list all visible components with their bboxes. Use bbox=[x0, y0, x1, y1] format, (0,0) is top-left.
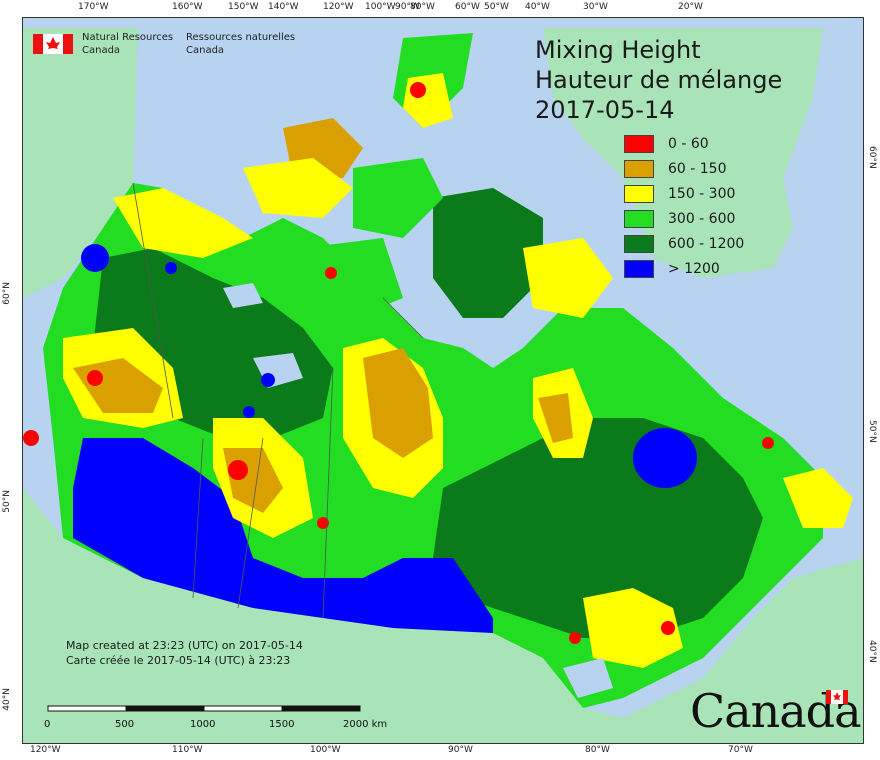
zone-orange-labrador bbox=[538, 393, 573, 443]
zone-orange-hudson bbox=[363, 348, 433, 458]
arctic-island bbox=[523, 238, 613, 318]
lake bbox=[563, 658, 613, 698]
map-date: 2017-05-14 bbox=[535, 96, 675, 124]
map-title-en: Mixing Height bbox=[535, 36, 701, 64]
zone-yellow-southeast bbox=[583, 588, 683, 668]
graticule-top-label: 140°W bbox=[268, 2, 299, 12]
scale-label: 1000 bbox=[190, 719, 216, 730]
graticule-top-label: 30°W bbox=[583, 2, 608, 12]
graticule-top-label: 40°W bbox=[525, 2, 550, 12]
graticule-top-label: 20°W bbox=[678, 2, 703, 12]
arctic-island bbox=[303, 238, 403, 318]
legend-item: 600 - 1200 bbox=[624, 234, 744, 254]
map-canvas bbox=[23, 28, 863, 743]
agency-name-fr: Ressources naturelles Canada bbox=[186, 31, 295, 57]
graticule-left-label: 60°N bbox=[2, 282, 12, 305]
usa-land bbox=[23, 488, 863, 743]
zone-yellow-arctic bbox=[113, 188, 253, 258]
hotspot-blue bbox=[261, 373, 275, 387]
province-border bbox=[132, 182, 424, 619]
zone-darkgreen-arctic bbox=[433, 188, 543, 318]
graticule-top-label: 160°W bbox=[172, 2, 203, 12]
hotspot-blue bbox=[243, 406, 255, 418]
graticule-top-label: 90°W bbox=[395, 2, 420, 12]
lake bbox=[223, 283, 263, 308]
agency-name-en: Natural Resources Canada bbox=[82, 31, 173, 57]
graticule-bottom-label: 90°W bbox=[448, 745, 473, 755]
hotspot-red bbox=[23, 430, 39, 446]
legend-item: 0 - 60 bbox=[624, 134, 709, 154]
legend-item: 150 - 300 bbox=[624, 184, 735, 204]
hotspot-red bbox=[228, 460, 248, 480]
graticule-top-label: 60°W bbox=[455, 2, 480, 12]
legend-item: 300 - 600 bbox=[624, 209, 735, 229]
hotspot-red bbox=[661, 621, 675, 635]
hotspot-red bbox=[762, 437, 774, 449]
legend-label: 600 - 1200 bbox=[668, 236, 745, 252]
hotspot-blue bbox=[165, 262, 177, 274]
agency-fr-line1: Ressources naturelles bbox=[186, 32, 296, 43]
legend-label: 300 - 600 bbox=[668, 211, 736, 227]
legend-swatch bbox=[624, 260, 654, 278]
scale-bar bbox=[47, 705, 361, 712]
agency-en-line1: Natural Resources bbox=[82, 32, 174, 43]
legend-label: 150 - 300 bbox=[668, 186, 736, 202]
hotspot-red bbox=[569, 632, 581, 644]
alaska-land bbox=[23, 28, 138, 298]
graticule-bottom-label: 70°W bbox=[728, 745, 753, 755]
legend-label: > 1200 bbox=[668, 261, 720, 277]
agency-fr-line2: Canada bbox=[186, 45, 225, 56]
graticule-top-label: 50°W bbox=[484, 2, 509, 12]
scale-label: 0 bbox=[44, 719, 51, 730]
greenland-land bbox=[543, 28, 823, 278]
agency-en-line2: Canada bbox=[82, 45, 121, 56]
legend-swatch bbox=[624, 210, 654, 228]
hotspot-red bbox=[87, 370, 103, 386]
legend-swatch bbox=[624, 160, 654, 178]
graticule-right-label: 60°N bbox=[867, 146, 877, 169]
legend-label: 60 - 150 bbox=[668, 161, 727, 177]
arctic-island bbox=[353, 158, 443, 238]
graticule-right-label: 40°N bbox=[867, 640, 877, 663]
hotspot-blue bbox=[81, 244, 109, 272]
arctic-island bbox=[243, 158, 353, 218]
mixing-height-map bbox=[22, 17, 864, 744]
scale-label: 2000 km bbox=[343, 719, 388, 730]
canada-flag-icon bbox=[33, 34, 73, 54]
graticule-bottom-label: 110°W bbox=[172, 745, 203, 755]
graticule-top-label: 100°W bbox=[365, 2, 396, 12]
legend-swatch bbox=[624, 235, 654, 253]
footnote-created-fr: Carte créée le 2017-05-14 (UTC) à 23:23 bbox=[66, 654, 291, 667]
graticule-left-label: 50°N bbox=[2, 490, 12, 513]
legend-item: > 1200 bbox=[624, 259, 720, 279]
hotspot-red bbox=[317, 517, 329, 529]
legend-item: 60 - 150 bbox=[624, 159, 727, 179]
legend-swatch bbox=[624, 185, 654, 203]
graticule-top-label: 170°W bbox=[78, 2, 109, 12]
map-title-fr: Hauteur de mélange bbox=[535, 66, 783, 94]
graticule-bottom-label: 120°W bbox=[30, 745, 61, 755]
graticule-right-label: 50°N bbox=[867, 420, 877, 443]
zone-blue-prairies bbox=[73, 438, 493, 633]
graticule-top-label: 150°W bbox=[228, 2, 259, 12]
scale-label: 500 bbox=[115, 719, 135, 730]
hotspot-red bbox=[325, 267, 337, 279]
zone-blue-quebec bbox=[633, 428, 697, 488]
zone-yellow-maritimes bbox=[783, 468, 853, 528]
graticule-bottom-label: 80°W bbox=[585, 745, 610, 755]
legend-swatch bbox=[624, 135, 654, 153]
graticule-bottom-label: 100°W bbox=[310, 745, 341, 755]
legend-label: 0 - 60 bbox=[668, 136, 709, 152]
scale-label: 1500 bbox=[269, 719, 295, 730]
graticule-left-label: 40°N bbox=[2, 688, 12, 711]
footnote-created-en: Map created at 23:23 (UTC) on 2017-05-14 bbox=[66, 639, 303, 652]
hotspot-red bbox=[410, 82, 426, 98]
graticule-top-label: 120°W bbox=[323, 2, 354, 12]
graticule-top-label: 80°W bbox=[410, 2, 435, 12]
wordmark-flag-icon bbox=[826, 690, 848, 704]
